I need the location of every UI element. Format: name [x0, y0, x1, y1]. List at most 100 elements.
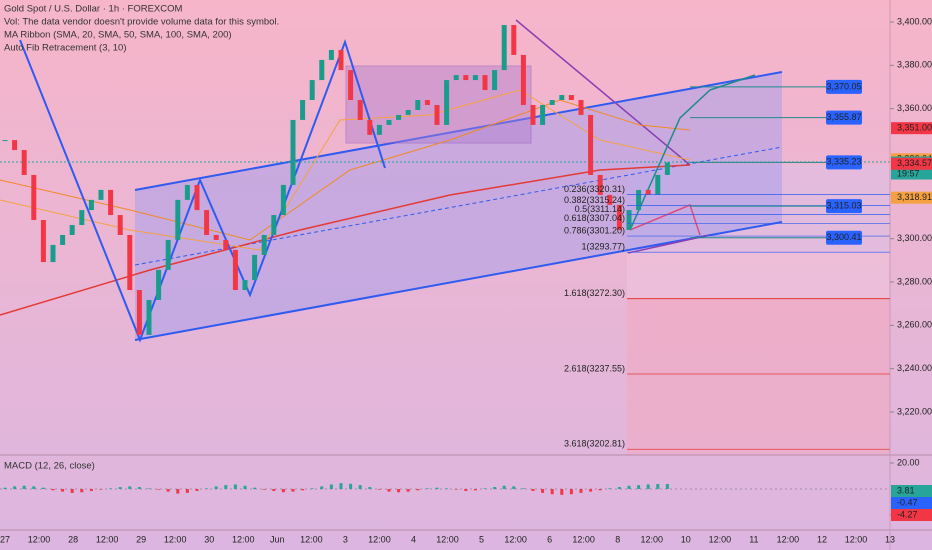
- macd-bar: [233, 484, 237, 489]
- time-label: 12:00: [436, 534, 459, 544]
- projection: [629, 203, 701, 236]
- macd-bar: [617, 487, 621, 489]
- candle: [50, 244, 56, 263]
- candle: [540, 104, 546, 125]
- macd-bar: [214, 486, 218, 489]
- drawings: [0, 19, 890, 455]
- candle: [12, 140, 18, 151]
- candle: [405, 109, 411, 115]
- fib-label: 0.618(3307.04): [564, 213, 625, 223]
- macd-tag-label: -4.27: [897, 509, 918, 519]
- fib-label: 0.236(3320.31): [564, 184, 625, 194]
- candle: [2, 140, 8, 142]
- candle: [261, 234, 267, 255]
- candle: [501, 25, 507, 71]
- macd-bar: [589, 489, 593, 492]
- candle: [79, 210, 85, 226]
- macd-bar: [541, 489, 545, 493]
- callout-box: [826, 79, 862, 94]
- macd-bar: [13, 486, 17, 489]
- candle: [40, 220, 46, 263]
- callout-box: [826, 110, 862, 125]
- macd-bar: [531, 489, 535, 491]
- macd-bar: [445, 488, 449, 489]
- macd-bar: [368, 487, 372, 489]
- candle: [664, 162, 670, 175]
- macd-bar: [157, 489, 161, 490]
- candles: [2, 25, 670, 335]
- candle: [636, 189, 642, 211]
- trend-line: [515, 19, 691, 166]
- macd-bar: [502, 485, 506, 489]
- macd-bar: [358, 485, 362, 489]
- time-label: 12:00: [368, 534, 391, 544]
- callout-label: 3,355.87: [826, 112, 861, 122]
- macd-bar: [176, 489, 180, 494]
- range-box: [345, 65, 532, 144]
- callout-label: 3,300.41: [826, 232, 861, 242]
- candle: [396, 114, 402, 120]
- macd-bar: [224, 485, 228, 489]
- fib-label: 1.618(3272.30): [564, 288, 625, 298]
- candle: [242, 280, 248, 291]
- macd-tag: [891, 497, 932, 509]
- candle: [520, 54, 526, 105]
- macd-bar: [205, 488, 209, 489]
- candle: [367, 119, 373, 135]
- macd-bar: [406, 489, 410, 492]
- candle: [280, 184, 286, 216]
- macd-bar: [377, 489, 381, 490]
- time-label: 30: [204, 534, 214, 544]
- macd-tag: [891, 509, 932, 521]
- candle: [626, 210, 632, 230]
- ma-200: [0, 164, 691, 316]
- macd-bar: [41, 487, 45, 489]
- candle: [453, 75, 459, 81]
- price-tag: [891, 157, 932, 170]
- price-tick-label: 3,400.00: [897, 16, 932, 26]
- candle: [223, 239, 229, 250]
- candle: [444, 80, 450, 125]
- price-tick-label: 3,380.00: [897, 60, 932, 70]
- candle: [434, 104, 440, 125]
- candle: [616, 204, 622, 230]
- fib-label: 3.618(3202.81): [564, 439, 625, 449]
- callout-label: 3,370.05: [826, 81, 861, 91]
- candle: [357, 100, 363, 120]
- macd-bar: [435, 487, 439, 489]
- candle: [338, 49, 344, 71]
- time-label: 6: [547, 534, 552, 544]
- macd-bar: [118, 487, 122, 489]
- callout-label: 3,335.23: [826, 157, 861, 167]
- candle: [117, 215, 123, 235]
- macd-bar: [272, 489, 276, 491]
- macd-bar: [579, 489, 583, 493]
- macd-bar: [493, 487, 497, 489]
- fib-label: 2.618(3237.55): [564, 363, 625, 373]
- channel-upper: [134, 71, 783, 191]
- time-label: 29: [136, 534, 146, 544]
- ma-ribbon: MA Ribbon (SMA, 20, SMA, 50, SMA, 100, S…: [4, 30, 232, 41]
- candle: [60, 234, 66, 245]
- time-label: 12:00: [300, 534, 323, 544]
- price-tick-label: 3,360.00: [897, 103, 932, 113]
- candle: [415, 100, 421, 110]
- time-label: 12:00: [164, 534, 187, 544]
- ma-50: [0, 89, 691, 251]
- macd-title: MACD (12, 26, close): [4, 461, 95, 472]
- macd-bar: [99, 489, 103, 490]
- macd-bar: [137, 487, 141, 489]
- price-tick-label: 3,280.00: [897, 276, 932, 286]
- candle: [568, 95, 574, 100]
- candle: [156, 269, 162, 300]
- candle: [549, 100, 555, 105]
- macd-bar: [243, 485, 247, 489]
- macd-bar: [397, 489, 401, 493]
- macd-bar: [185, 489, 189, 493]
- macd-bar: [512, 486, 516, 489]
- fib-label: 0.786(3301.20): [564, 225, 625, 235]
- candle: [492, 70, 498, 91]
- macd-bar: [665, 484, 669, 489]
- macd-bar: [310, 488, 314, 489]
- macd-bar: [483, 488, 487, 489]
